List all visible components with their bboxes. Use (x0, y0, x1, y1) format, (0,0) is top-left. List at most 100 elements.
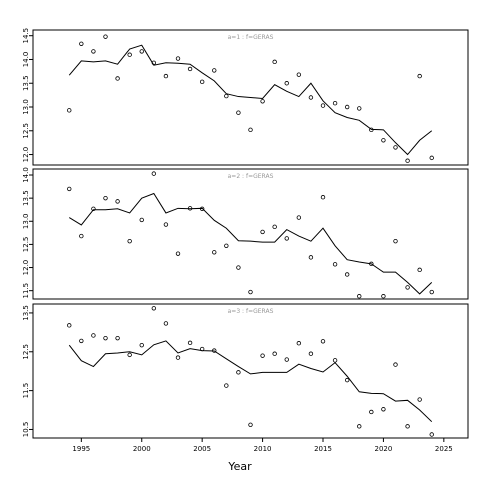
y-tick-label: 10.5 (22, 422, 30, 438)
panel-1: a=1 : f=GERAS 12.0 12.5 13.0 13.5 14.0 14.5 (22, 28, 469, 166)
observed-point (417, 267, 422, 273)
observed-point (212, 68, 217, 73)
observed-point (212, 250, 217, 255)
observed-point (175, 56, 181, 61)
observed-point (393, 238, 398, 244)
observed-point (236, 265, 241, 270)
observed-point (139, 342, 144, 348)
observed-point (187, 340, 193, 346)
observed-point (381, 294, 386, 299)
observed-point (381, 407, 386, 412)
observed-point (260, 99, 265, 104)
observed-point (115, 199, 120, 204)
observed-point (344, 377, 350, 383)
fitted-line (68, 44, 433, 156)
observed-point (79, 41, 84, 46)
fitted-line (68, 192, 433, 295)
observed-point (357, 106, 362, 111)
observed-point (236, 110, 241, 115)
observed-point (429, 289, 434, 295)
x-tick-label: 2015 (314, 445, 332, 453)
observed-point (91, 49, 96, 54)
observed-point (163, 321, 169, 326)
y-tick-label: 12.5 (22, 344, 30, 360)
observed-point (224, 93, 229, 99)
observed-point (175, 355, 181, 360)
observed-point (357, 424, 362, 429)
observed-point (139, 49, 144, 54)
observed-point (284, 236, 289, 241)
observed-point (91, 333, 96, 338)
observed-point (417, 73, 422, 79)
observed-point (163, 73, 169, 79)
observed-point (67, 108, 72, 113)
panel-title: a=3 : f=GERAS (228, 308, 274, 315)
observed-point (296, 215, 302, 220)
plot-frame (32, 168, 469, 300)
observed-point (139, 217, 144, 223)
y-tick-label: 11.5 (22, 383, 30, 399)
observed-point (320, 339, 326, 344)
observed-point (67, 186, 72, 192)
y-tick-label: 12.0 (22, 260, 30, 276)
observed-point (199, 79, 205, 85)
observed-point (344, 272, 350, 277)
observed-point (296, 72, 302, 77)
observed-point (127, 352, 132, 358)
y-tick-label: 14.5 (22, 28, 30, 44)
observed-point (260, 229, 265, 235)
observed-point (332, 262, 338, 267)
y-tick-label: 11.5 (22, 283, 30, 299)
observed-point (429, 155, 434, 161)
x-axis-title: Year (227, 460, 252, 473)
x-tick-label: 2025 (435, 445, 453, 453)
observed-point (115, 335, 120, 341)
observed-point (393, 145, 398, 150)
observed-point (369, 409, 374, 415)
observed-point (344, 104, 350, 110)
observed-point (103, 195, 108, 201)
observed-point (79, 233, 84, 239)
y-tick-label: 13.5 (22, 305, 30, 321)
observed-point (127, 238, 132, 244)
observed-point (429, 432, 434, 437)
x-tick-label: 2020 (375, 445, 393, 453)
observed-point (405, 158, 410, 163)
observed-point (224, 243, 229, 248)
observed-point (308, 351, 314, 356)
observed-point (272, 224, 277, 230)
observed-point (308, 255, 314, 260)
observed-point (332, 358, 338, 363)
y-tick-label: 12.5 (22, 237, 30, 253)
plot-frame (32, 303, 469, 439)
observed-point (67, 323, 72, 328)
y-tick-label: 13.5 (22, 190, 30, 206)
panel-3: a=3 : f=GERAS 10.5 11.5 12.5 13.5 1995 2000 200… (22, 303, 469, 453)
fitted-line (68, 340, 433, 423)
panel-title: a=1 : f=GERAS (228, 34, 274, 41)
observed-point (91, 206, 96, 211)
observed-point (272, 351, 277, 356)
observed-point (381, 138, 386, 143)
x-tick-label: 2010 (254, 445, 272, 453)
observed-point (357, 294, 362, 299)
observed-point (115, 76, 120, 81)
observed-point (224, 383, 229, 388)
observed-point (284, 357, 289, 362)
observed-point (248, 422, 253, 427)
y-tick-label: 13.0 (22, 213, 30, 229)
observed-point (332, 101, 338, 106)
observed-point (236, 370, 241, 375)
x-tick-label: 2000 (133, 445, 151, 453)
observed-point (103, 34, 108, 39)
observed-point (393, 362, 398, 367)
observed-point (187, 66, 193, 72)
observed-point (405, 285, 410, 290)
observed-point (127, 52, 132, 57)
panel-title: a=2 : f=GERAS (228, 173, 274, 180)
panel-2: a=2 : f=GERAS 11.5 12.0 12.5 13.0 13.5 14.0 (22, 167, 469, 300)
y-tick-label: 14.0 (22, 52, 30, 68)
x-tick-label: 2005 (193, 445, 211, 453)
observed-point (103, 335, 108, 341)
y-tick-label: 14.0 (22, 167, 30, 183)
